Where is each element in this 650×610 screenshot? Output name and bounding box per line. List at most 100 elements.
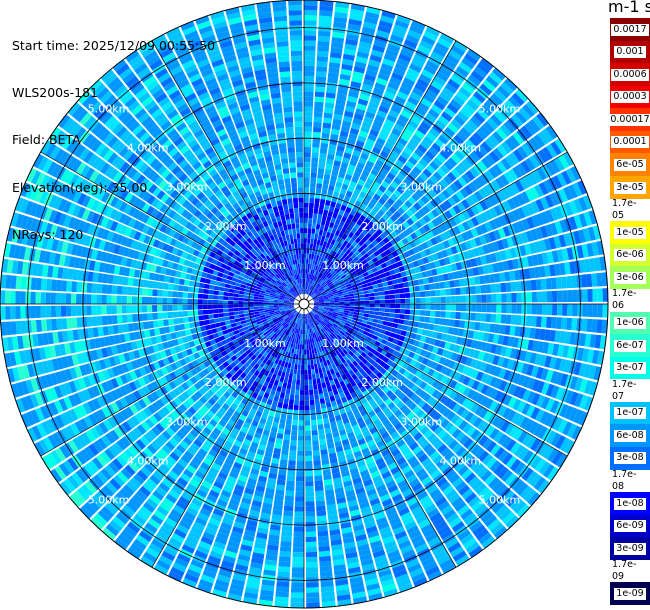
ppi-cell <box>305 445 312 451</box>
ppi-cell <box>436 373 444 382</box>
ppi-cell <box>275 329 281 335</box>
ppi-cell <box>162 297 168 304</box>
ppi-cell <box>118 353 126 364</box>
ppi-cell <box>460 312 466 320</box>
ppi-cell <box>238 263 245 269</box>
ppi-cell <box>282 444 290 451</box>
ppi-cell <box>86 350 94 362</box>
ppi-cell <box>209 279 216 285</box>
ppi-cell <box>307 369 312 375</box>
ppi-cell <box>82 270 89 282</box>
ppi-cell <box>432 412 442 422</box>
ppi-cell <box>384 398 393 406</box>
ppi-cell <box>259 355 266 362</box>
ppi-cell <box>124 372 133 383</box>
ppi-cell <box>359 501 370 510</box>
ppi-cell <box>255 410 263 418</box>
ppi-cell <box>100 216 109 228</box>
ppi-cell <box>288 341 292 348</box>
ppi-cell <box>30 170 42 185</box>
ppi-cell <box>253 357 260 364</box>
ppi-cell <box>495 314 502 324</box>
ppi-cell <box>542 342 550 354</box>
ppi-cell <box>226 387 234 395</box>
ppi-cell <box>440 395 449 405</box>
ppi-cell <box>82 376 92 388</box>
ppi-cell <box>153 320 159 328</box>
ppi-cell <box>430 422 440 432</box>
ppi-cell <box>339 369 345 376</box>
ppi-cell <box>284 316 289 321</box>
ppi-cell <box>311 424 318 431</box>
ppi-cell <box>458 374 466 384</box>
ppi-cell <box>268 300 274 303</box>
ppi-cell <box>360 351 367 358</box>
ppi-cell <box>228 296 234 301</box>
ppi-cell <box>257 339 263 345</box>
ppi-cell <box>372 361 379 368</box>
ppi-cell <box>280 413 287 420</box>
ppi-cell <box>168 470 179 481</box>
ppi-cell <box>275 591 289 598</box>
ppi-cell <box>188 280 195 287</box>
ppi-cell <box>289 300 295 302</box>
ppi-cell <box>304 349 307 355</box>
ppi-cell <box>206 410 215 419</box>
ppi-cell <box>129 370 138 381</box>
ppi-cell <box>421 476 433 486</box>
ppi-cell <box>359 345 366 352</box>
ppi-cell <box>238 301 244 304</box>
ppi-cell <box>362 330 369 336</box>
ppi-cell <box>305 334 308 340</box>
ppi-cell <box>212 427 222 436</box>
ppi-cell <box>399 309 406 314</box>
ppi-cell <box>196 545 210 555</box>
ppi-cell <box>324 317 330 322</box>
ppi-cell <box>357 318 363 323</box>
ppi-cell <box>109 429 120 441</box>
ppi-cell <box>320 322 325 328</box>
ppi-cell <box>238 349 245 355</box>
ppi-cell <box>33 153 44 169</box>
ppi-cell <box>368 379 376 387</box>
ppi-cell <box>218 407 227 415</box>
ppi-cell <box>340 351 346 357</box>
ppi-cell <box>242 337 249 343</box>
ppi-cell <box>244 355 251 362</box>
ppi-cell <box>398 507 410 517</box>
ppi-cell <box>245 417 253 425</box>
ppi-cell <box>398 367 406 375</box>
ppi-cell <box>141 296 148 304</box>
ppi-cell <box>394 422 403 431</box>
ppi-cell <box>31 263 39 276</box>
ppi-cell <box>225 480 235 489</box>
ppi-cell <box>196 489 208 499</box>
ppi-cell <box>378 333 385 339</box>
ppi-cell <box>240 365 247 372</box>
ppi-cell <box>292 414 299 421</box>
ppi-cell <box>373 418 382 427</box>
ppi-cell <box>357 393 365 401</box>
ppi-cell <box>241 280 248 286</box>
ppi-cell <box>87 460 100 473</box>
ppi-cell <box>158 319 164 327</box>
ppi-cell <box>263 345 269 352</box>
ppi-cell <box>368 535 381 544</box>
ppi-cell <box>400 511 413 521</box>
ppi-cell <box>202 426 212 436</box>
ppi-cell <box>349 363 355 370</box>
ppi-cell <box>423 366 431 374</box>
ppi-cell <box>322 327 327 333</box>
ppi-cell <box>116 439 127 451</box>
ppi-cell <box>30 320 37 333</box>
ppi-cell <box>295 389 300 396</box>
ppi-cell <box>264 313 271 317</box>
ppi-cell <box>288 319 293 325</box>
ppi-cell <box>537 341 545 353</box>
ppi-cell <box>286 475 295 482</box>
ppi-cell <box>502 357 510 369</box>
ppi-cell <box>218 526 231 536</box>
ppi-cell <box>317 309 323 313</box>
ppi-cell <box>429 512 442 523</box>
ppi-cell <box>159 419 169 430</box>
